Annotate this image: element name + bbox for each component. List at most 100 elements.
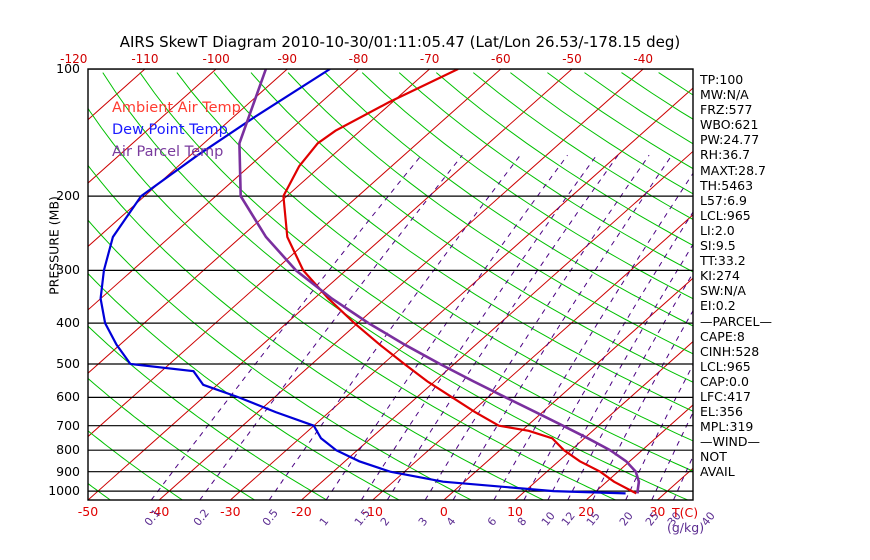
top-temp-tick: -60: [491, 52, 511, 66]
pressure-tick: 500: [56, 356, 80, 371]
index-row: TP:100: [700, 72, 744, 87]
mixing-ratio-unit-label: (g/kg): [667, 520, 705, 535]
temperature-axis-unit-label: T(C): [672, 505, 699, 520]
dry-adiabat-line: [287, 72, 693, 355]
index-row: CAPE:8: [700, 328, 745, 344]
dry-adiabat-line: [88, 377, 255, 500]
index-row: SI:9.5: [700, 238, 736, 254]
pressure-tick: 100: [56, 61, 80, 76]
isotherm-line: [0, 69, 74, 500]
dry-adiabat-line: [176, 72, 693, 442]
page-title: AIRS SkewT Diagram 2010-10-30/01:11:05.4…: [119, 33, 681, 51]
index-row: PW:24.77: [700, 132, 760, 148]
isotherm-line: [88, 69, 288, 248]
pressure-tick: 700: [56, 417, 80, 433]
pressure-tick: 300: [56, 262, 80, 278]
mixing-ratio-line: [150, 154, 422, 500]
bottom-temp-tick: 30: [649, 504, 666, 519]
isotherm-line: [230, 87, 693, 500]
top-temp-tick: -90: [277, 52, 298, 66]
dry-adiabat-line: [398, 72, 693, 273]
dry-adiabat-line: [0, 73, 38, 500]
index-row: MPL:319: [700, 419, 754, 435]
isotherm-line: [88, 69, 502, 438]
bottom-temp-tick: -40: [148, 504, 170, 519]
dry-adiabat-line: [88, 219, 472, 500]
index-row: EL:356: [700, 404, 743, 420]
isotherm-line: [585, 404, 693, 500]
legend-item-dew-point-temp: Dew Point Temp: [112, 122, 228, 138]
index-row: TT:33.2: [700, 253, 746, 269]
dry-adiabat-line: [361, 72, 693, 300]
pressure-tick: 200: [56, 188, 80, 204]
index-row: —PARCEL—: [700, 313, 772, 329]
dry-adiabat-line: [102, 72, 688, 500]
index-row: LCL:965: [700, 358, 751, 374]
index-row: TH:5463: [700, 177, 754, 193]
top-temp-tick: -100: [202, 52, 230, 66]
dry-adiabat-line: [324, 72, 693, 327]
top-temp-tick: -40: [633, 52, 653, 66]
legend-item-air-parcel-temp: Air Parcel Temp: [112, 144, 224, 160]
top-temp-tick: -50: [562, 52, 582, 66]
sounding-indices-panel: TP:100 MW:N/A FRZ:577 WBO:621 PW:24.77 RH:36.…: [700, 72, 820, 480]
index-row: CINH:528: [700, 343, 760, 359]
bottom-temp-tick: -20: [291, 504, 312, 519]
dry-adiabat-line: [88, 325, 328, 500]
index-row: FRZ:577: [700, 102, 753, 118]
mixing-ratio-line: [523, 211, 693, 500]
top-temp-tick: -70: [419, 52, 440, 66]
pressure-axis-label: PRESSURE (MB): [46, 196, 62, 295]
mixing-ratio-line: [424, 154, 650, 500]
index-row: LI:2.0: [700, 222, 735, 238]
bottom-temp-tick: -30: [220, 504, 241, 519]
isotherm-line: [88, 69, 359, 311]
index-row: MAXT:28.7: [700, 162, 766, 178]
pressure-tick: 900: [56, 463, 80, 479]
isotherm-line: [158, 69, 644, 500]
dry-adiabat-line: [139, 72, 693, 472]
isotherm-line: [301, 150, 693, 500]
index-row: SW:N/A: [700, 283, 746, 299]
dry-adiabat-line: [88, 272, 400, 500]
ambient-air-temp-curve: [282, 69, 637, 495]
dew-point-temp-curve: [99, 69, 626, 495]
isotherm-line: [88, 69, 430, 374]
isotherm-line: [0, 69, 3, 500]
isotherm-line: [514, 340, 693, 500]
index-row: CAP:0.0: [700, 373, 749, 389]
index-row: WBO:621: [700, 117, 759, 133]
index-row: LFC:417: [700, 388, 751, 404]
index-row: MW:N/A: [700, 87, 749, 103]
dry-adiabat-line: [88, 430, 183, 500]
bottom-temp-tick: 0: [439, 504, 448, 519]
plot-frame: [87, 68, 694, 501]
index-row: —WIND—: [700, 434, 761, 450]
top-temp-tick: -120: [60, 52, 88, 66]
dry-adiabat-line: [250, 72, 693, 383]
dry-adiabat-line: [435, 72, 693, 246]
pressure-tick: 400: [56, 315, 80, 331]
dry-adiabat-line: [213, 72, 693, 412]
mixing-ratio-line: [493, 172, 693, 500]
top-temp-tick: -110: [131, 52, 159, 66]
bottom-temp-tick: -10: [362, 504, 383, 519]
index-row: AVAIL: [700, 464, 735, 480]
index-row: RH:36.7: [700, 147, 751, 163]
index-row: NOT: [700, 449, 727, 465]
bottom-temp-tick: 10: [507, 504, 523, 519]
bottom-temp-tick: -50: [77, 504, 99, 519]
index-row: KI:274: [700, 268, 740, 284]
isotherm-line: [88, 69, 573, 500]
isotherm-line: [88, 69, 217, 184]
top-temp-tick: -80: [348, 52, 369, 66]
mixing-ratio-line: [199, 154, 463, 500]
isotherm-line: [443, 277, 693, 500]
dry-adiabat-line: [88, 164, 544, 500]
pressure-tick: 600: [56, 389, 80, 405]
index-row: L57:6.9: [700, 192, 747, 208]
dry-adiabat-line: [88, 107, 616, 500]
